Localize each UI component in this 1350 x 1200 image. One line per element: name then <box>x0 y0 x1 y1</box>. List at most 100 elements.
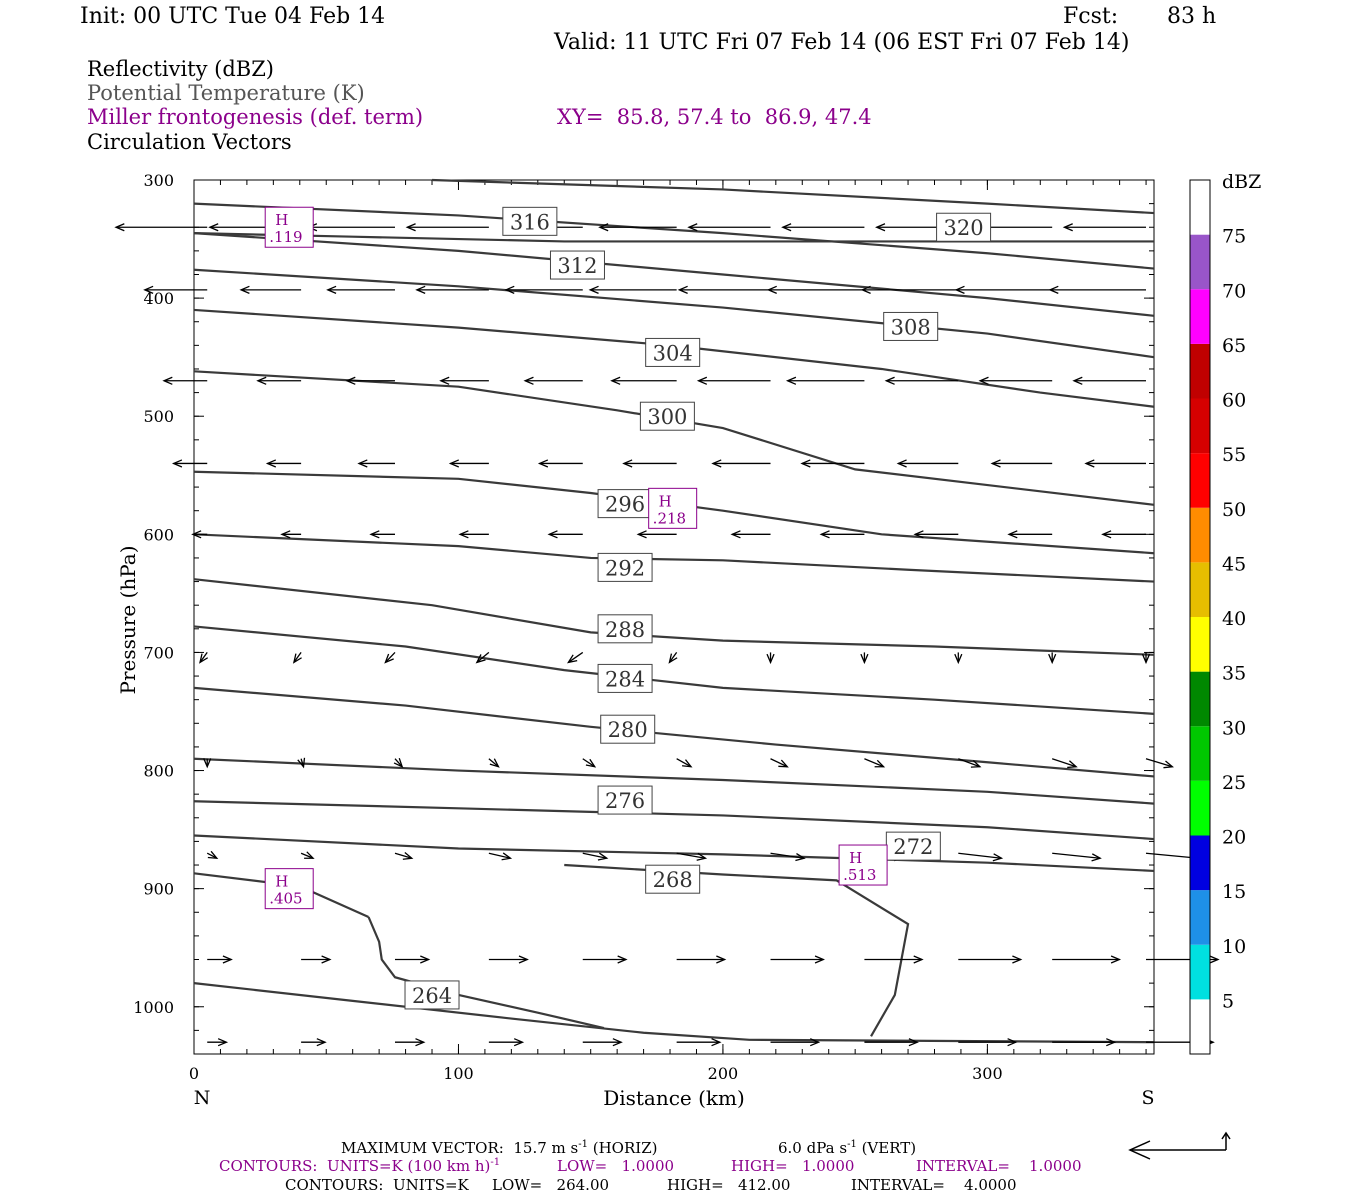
colorbar-tick-label: 50 <box>1222 499 1246 521</box>
circulation-vector-head <box>256 376 267 385</box>
colorbar-tick-label: 30 <box>1222 717 1246 739</box>
y-tick-label: 400 <box>143 289 174 308</box>
y-tick-label: 500 <box>143 407 174 426</box>
colorbar-segment <box>1190 671 1210 727</box>
contour-label-312: 312 <box>557 254 597 278</box>
contour-label-box <box>597 614 653 644</box>
theta-contour-308 <box>193 268 1155 359</box>
circulation-vector-head <box>501 852 513 861</box>
circulation-vector-head <box>547 530 558 539</box>
circulation-vector-head <box>682 759 693 768</box>
circulation-vector-head <box>239 285 250 294</box>
fgen-max-value: .119 <box>269 228 302 246</box>
circulation-vector-head <box>954 285 965 294</box>
circulation-vector-head <box>114 223 125 232</box>
circulation-vector <box>1051 758 1077 768</box>
circulation-vector-head <box>668 653 678 664</box>
circulation-vector-head <box>1101 530 1112 539</box>
circulation-vector-head <box>217 1038 229 1047</box>
fgen-contour-units: CONTOURS: UNITS=K (100 km h)-1 <box>219 1157 501 1175</box>
circulation-vector-head <box>415 285 426 294</box>
theta-contour-high: HIGH= 412.00 <box>667 1176 791 1194</box>
colorbar-tick-label: 5 <box>1222 990 1234 1012</box>
colorbar-segment <box>1190 890 1210 945</box>
contour-label-box <box>639 401 695 431</box>
circulation-vector-head <box>585 758 597 768</box>
fgen-max-value: .405 <box>269 890 302 908</box>
circulation-vector-head <box>1048 285 1059 294</box>
forecast-hour: 83 h <box>1167 4 1217 29</box>
fgen-contour-interval: INTERVAL= 1.0000 <box>916 1157 1082 1175</box>
fgen-max-marker: H <box>275 211 288 229</box>
circulation-vector-head <box>405 223 416 232</box>
y-tick-label: 900 <box>143 880 174 899</box>
theta-contour-320 <box>431 178 1155 215</box>
contour-label-box <box>885 831 941 861</box>
fgen-max-box <box>648 487 698 529</box>
circulation-vector-head <box>1007 1038 1018 1047</box>
circulation-vector-head <box>1084 459 1095 468</box>
circulation-vector-head <box>795 852 806 862</box>
circulation-vector-head <box>415 1038 426 1047</box>
circulation-vector-head <box>1072 376 1083 385</box>
fgen-contour-high: HIGH= 1.0000 <box>731 1157 855 1175</box>
theta-contour-312 <box>193 232 1155 317</box>
valid-time: Valid: 11 UTC Fri 07 Feb 14 (06 EST Fri … <box>554 30 1130 55</box>
colorbar-segment <box>1190 562 1210 617</box>
colorbar-tick-label: 25 <box>1222 772 1246 794</box>
x-end-label-south: S <box>1141 1087 1154 1109</box>
circulation-vector-head <box>970 760 982 768</box>
y-tick-label: 800 <box>143 762 174 781</box>
theta-contour-304 <box>193 308 1155 408</box>
circulation-vector-head <box>809 1038 821 1047</box>
contour-labels: 264 268 272 276 280 284 288 292 296 300 304 308 312 3… <box>404 206 992 1010</box>
circulation-vector-head <box>874 759 886 768</box>
circulation-vector-head <box>1110 955 1122 964</box>
circulation-vector-head <box>677 285 688 294</box>
circulation-vector-head <box>1091 853 1102 862</box>
colorbar-segment <box>1190 726 1210 781</box>
circulation-vector <box>488 758 499 768</box>
circulation-vector-head <box>716 955 727 964</box>
contour-label-box <box>883 311 939 341</box>
circulation-vector-head <box>316 1038 327 1047</box>
colorbar-tick-label: 40 <box>1222 608 1246 630</box>
x-tick-label: 100 <box>443 1064 474 1083</box>
y-axis-label: Pressure (hPa) <box>116 546 140 695</box>
colorbar-segment <box>1190 234 1210 290</box>
circulation-vector-head <box>1048 653 1057 665</box>
contour-label-320: 320 <box>944 216 984 240</box>
circulation-vector <box>676 758 692 768</box>
circulation-vector-head <box>345 376 356 385</box>
contour-label-308: 308 <box>891 315 931 339</box>
colorbar-tick-label: 75 <box>1222 226 1246 248</box>
circulation-vector-head <box>297 757 306 769</box>
circulation-vector-head <box>199 653 209 664</box>
circulation-vectors <box>114 223 1220 1047</box>
circulation-vector <box>668 652 678 663</box>
circulation-vector-head <box>588 285 599 294</box>
circulation-vector-head <box>208 223 219 232</box>
circulation-vector-head <box>566 654 578 664</box>
colorbar-tick-label: 10 <box>1222 936 1246 958</box>
circulation-vector-head <box>523 376 534 385</box>
circulation-vector-head <box>908 1038 919 1047</box>
fgen-max-marker: H <box>849 849 862 867</box>
init-time: Init: 00 UTC Tue 04 Feb 14 <box>80 4 386 29</box>
circulation-vector-head <box>1209 955 1220 964</box>
circulation-vector-head <box>610 376 621 385</box>
colorbar-tick-label: 70 <box>1222 280 1246 302</box>
circulation-vector-head <box>598 223 609 232</box>
fgen-max-value: .513 <box>843 866 876 884</box>
circulation-vector <box>476 651 490 663</box>
field-circulation: Circulation Vectors <box>87 130 292 154</box>
circulation-vector-head <box>781 223 792 232</box>
contour-label-box <box>645 864 701 894</box>
circulation-vector-head <box>597 852 609 861</box>
circulation-vector-head <box>954 653 963 665</box>
circulation-vector-head <box>518 955 529 964</box>
circulation-vector-head <box>992 853 1004 862</box>
circulation-vector-head <box>357 459 368 468</box>
